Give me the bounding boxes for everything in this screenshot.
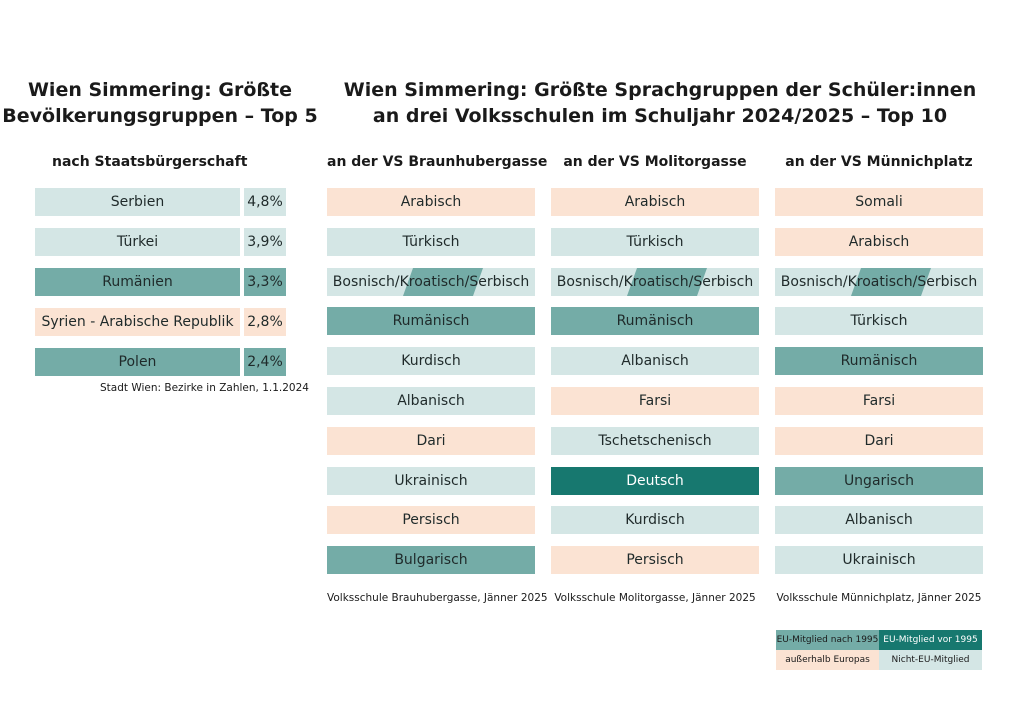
language-item: Bosnisch/Kroatisch/Serbisch [775,267,983,296]
column-title-molitorgasse: an der VS Molitorgasse [563,154,747,170]
source-muennichplatz: Volksschule Münnichplatz, Jänner 2025 [776,592,982,604]
population-row-label: Serbien [35,188,240,216]
language-item: Persisch [327,506,535,535]
right-title-line1: Wien Simmering: Größte Sprachgruppen der… [343,79,977,101]
language-item: Kurdisch [327,347,535,376]
language-label: Türkisch [402,233,460,250]
language-label: Albanisch [845,512,913,529]
language-label: Albanisch [397,393,465,409]
population-row-label: Türkei [35,228,240,256]
column-title-braunhubergasse: an der VS Braunhubergasse [327,154,548,170]
legend-eu-after-1995: EU-Mitglied nach 1995 [776,630,879,650]
language-label: Ukrainisch [394,472,468,489]
population-row-value: 4,8% [244,188,286,216]
right-title-line2: an drei Volksschulen im Schuljahr 2024/2… [372,105,948,127]
language-label: Arabisch [400,194,462,210]
language-label: Rumänisch [616,313,694,330]
language-item: Arabisch [775,227,983,256]
left-title: Wien Simmering: Größte Bevölkerungsgrupp… [0,77,320,129]
language-label: Kurdisch [625,512,685,529]
right-title: Wien Simmering: Größte Sprachgruppen der… [330,77,990,129]
population-row-value: 3,9% [244,228,286,256]
population-row-value: 3,3% [244,268,286,296]
eu-highlight-stripe [627,267,707,296]
left-source: Stadt Wien: Bezirke in Zahlen, 1.1.2024 [100,382,309,394]
population-row-label: Polen [35,348,240,376]
language-item: Albanisch [551,347,759,376]
language-item: Kurdisch [551,506,759,535]
source-braunhubergasse: Volksschule Brauhubergasse, Jänner 2025 [327,592,548,604]
language-label: Ukrainisch [842,552,916,569]
population-row-label: Rumänien [35,268,240,296]
language-item: Bosnisch/Kroatisch/Serbisch [327,267,535,296]
legend-outside-europe: außerhalb Europas [776,650,879,670]
language-item: Farsi [775,387,983,415]
language-item: Dari [327,426,535,455]
language-item: Rumänisch [775,347,983,376]
language-label: Persisch [626,552,684,569]
left-title-line2: Bevölkerungsgruppen – Top 5 [2,105,318,127]
language-label: Persisch [402,512,460,529]
population-row-label: Syrien - Arabische Republik [35,308,240,336]
language-item: Bulgarisch [327,546,535,575]
column-title-muennichplatz: an der VS Münnichplatz [785,154,973,170]
language-item: Arabisch [327,188,535,216]
language-label: Türkisch [850,313,908,330]
language-label: Bosnisch/Kroatisch/Serbisch [556,273,754,290]
language-item: Türkisch [327,227,535,256]
language-label: Dari [864,432,894,449]
language-label: Albanisch [621,353,689,370]
language-item: Rumänisch [551,307,759,336]
language-label: Bosnisch/Kroatisch/Serbisch [332,273,530,290]
language-label: Ungarisch [843,472,915,489]
language-label: Rumänisch [392,313,470,330]
language-label: Rumänisch [840,353,918,370]
language-item: Somali [775,188,983,216]
left-title-line1: Wien Simmering: Größte [27,79,293,101]
language-item: Rumänisch [327,307,535,336]
population-row-value: 2,4% [244,348,286,376]
eu-highlight-stripe [851,267,931,296]
language-item: Dari [775,426,983,455]
language-item: Ungarisch [775,466,983,495]
language-label: Bulgarisch [394,552,468,569]
language-label: Bosnisch/Kroatisch/Serbisch [780,273,978,290]
language-label: Deutsch [626,472,684,489]
language-item: Bosnisch/Kroatisch/Serbisch [551,267,759,296]
language-item: Albanisch [327,387,535,415]
language-item: Tschetschenisch [551,426,759,455]
population-row-value: 2,8% [244,308,286,336]
language-item: Deutsch [551,466,759,495]
language-label: Farsi [862,393,896,409]
left-subtitle: nach Staatsbürgerschaft [52,154,248,170]
language-item: Albanisch [775,506,983,535]
eu-highlight-stripe [403,267,483,296]
language-item: Farsi [551,387,759,415]
language-label: Arabisch [848,233,910,250]
source-molitorgasse: Volksschule Molitorgasse, Jänner 2025 [554,592,756,604]
language-item: Ukrainisch [327,466,535,495]
legend-eu-before-1995: EU-Mitglied vor 1995 [879,630,982,650]
language-item: Türkisch [551,227,759,256]
language-item: Persisch [551,546,759,575]
language-item: Türkisch [775,307,983,336]
language-item: Ukrainisch [775,546,983,575]
language-label: Kurdisch [401,353,461,370]
language-label: Tschetschenisch [598,432,712,449]
language-label: Türkisch [626,233,684,250]
language-label: Farsi [638,393,672,409]
language-label: Somali [855,194,903,210]
legend-non-eu: Nicht-EU-Mitglied [879,650,982,670]
language-label: Arabisch [624,194,686,210]
language-item: Arabisch [551,188,759,216]
language-label: Dari [416,432,446,449]
